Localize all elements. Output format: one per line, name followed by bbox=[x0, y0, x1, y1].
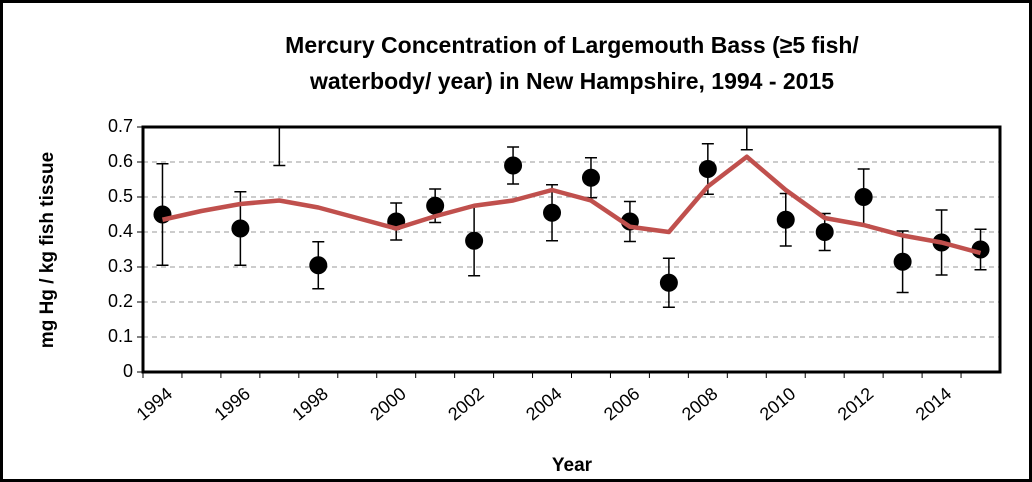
y-axis-label: mg Hg / kg fish tissue bbox=[37, 152, 58, 348]
y-tick-label: 0.5 bbox=[108, 186, 133, 206]
y-tick-label: 0.7 bbox=[108, 116, 133, 136]
trend-line bbox=[161, 154, 982, 256]
data-point bbox=[854, 188, 873, 206]
y-tick-label: 0 bbox=[123, 361, 133, 381]
y-tick-label: 0.1 bbox=[108, 326, 133, 346]
data-point bbox=[776, 210, 795, 229]
data-point bbox=[465, 231, 484, 250]
y-tick-label: 0.3 bbox=[108, 256, 133, 276]
data-point bbox=[581, 168, 600, 187]
y-tick-label: 0.4 bbox=[108, 221, 133, 241]
y-tick-label: 0.2 bbox=[108, 291, 133, 311]
data-point bbox=[893, 252, 912, 271]
data-point bbox=[153, 205, 172, 224]
data-point bbox=[231, 219, 250, 238]
data-point bbox=[815, 223, 834, 241]
data-point bbox=[504, 156, 523, 175]
plot-border bbox=[141, 125, 1002, 374]
data-point bbox=[698, 160, 717, 178]
plot-area bbox=[153, 127, 990, 308]
data-point bbox=[426, 196, 445, 215]
chart-title: Mercury Concentration of Largemouth Bass… bbox=[285, 32, 859, 58]
data-point bbox=[543, 203, 562, 222]
chart-title: waterbody/ year) in New Hampshire, 1994 … bbox=[309, 68, 834, 94]
x-axis-label: Year bbox=[552, 455, 593, 476]
error-bar bbox=[273, 127, 286, 167]
data-point bbox=[659, 273, 678, 292]
error-bar bbox=[740, 127, 753, 151]
data-point bbox=[309, 256, 328, 275]
y-tick-label: 0.6 bbox=[108, 151, 133, 171]
